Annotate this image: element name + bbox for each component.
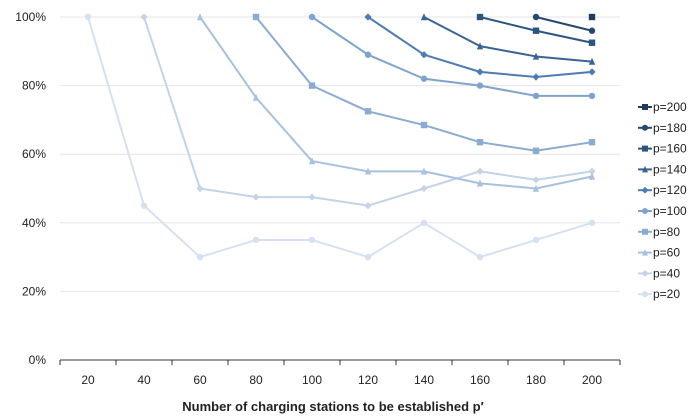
series-line-p-80: [256, 17, 592, 151]
x-tick-label: 60: [193, 373, 207, 387]
legend-item-p-160: p=160: [638, 142, 687, 156]
y-tick-label: 20%: [22, 284, 46, 298]
series-p-100: [309, 14, 595, 99]
legend-label: p=200: [653, 100, 687, 114]
x-axis-title: Number of charging stations to be establ…: [182, 399, 483, 414]
y-tick-label: 40%: [22, 216, 46, 230]
series-line-p-180: [536, 17, 592, 31]
data-point-p-40: [252, 193, 259, 200]
data-point-p-160: [477, 14, 483, 20]
legend-marker: [642, 270, 649, 277]
data-point-p-120: [588, 68, 595, 75]
data-point-p-160: [533, 28, 539, 34]
y-tick-label: 100%: [15, 10, 46, 24]
legend-label: p=80: [653, 225, 680, 239]
legend-label: p=20: [653, 287, 680, 301]
data-point-p-160: [589, 40, 595, 46]
legend-label: p=140: [653, 162, 687, 176]
legend-marker: [642, 104, 648, 110]
data-point-p-20: [309, 237, 315, 243]
legend-item-p-140: p=140: [638, 162, 687, 176]
series-p-80: [253, 14, 595, 154]
series-p-140: [421, 13, 595, 65]
data-point-p-200: [589, 14, 595, 20]
legend-item-p-180: p=180: [638, 121, 687, 135]
legend-item-p-120: p=120: [638, 183, 687, 197]
data-point-p-120: [532, 73, 539, 80]
data-point-p-180: [533, 14, 539, 20]
data-point-p-20: [141, 202, 147, 208]
series-line-p-100: [312, 17, 592, 96]
data-point-p-20: [85, 14, 91, 20]
data-point-p-40: [308, 193, 315, 200]
legend-marker: [642, 125, 648, 131]
y-tick-label: 0%: [29, 353, 47, 367]
data-point-p-180: [589, 28, 595, 34]
legend-item-p-40: p=40: [638, 266, 680, 280]
data-point-p-40: [364, 202, 371, 209]
legend-marker: [642, 187, 649, 194]
data-point-p-80: [533, 148, 539, 154]
legend-item-p-80: p=80: [638, 225, 680, 239]
data-point-p-20: [365, 254, 371, 260]
data-point-p-20: [421, 220, 427, 226]
series-line-p-60: [200, 17, 592, 189]
data-point-p-80: [421, 122, 427, 128]
x-tick-label: 180: [526, 373, 546, 387]
legend-marker: [642, 208, 648, 214]
legend-label: p=120: [653, 183, 687, 197]
legend-label: p=40: [653, 266, 680, 280]
data-point-p-100: [421, 76, 427, 82]
data-point-p-20: [197, 254, 203, 260]
data-point-p-100: [533, 93, 539, 99]
x-tick-label: 20: [81, 373, 95, 387]
legend-marker: [642, 146, 648, 152]
data-point-p-20: [477, 254, 483, 260]
data-point-p-40: [140, 13, 147, 20]
x-tick-label: 200: [582, 373, 602, 387]
legend-label: p=60: [653, 246, 680, 260]
data-point-p-40: [196, 185, 203, 192]
legend-item-p-100: p=100: [638, 204, 687, 218]
data-point-p-40: [476, 168, 483, 175]
legend-marker: [642, 291, 648, 297]
data-point-p-120: [476, 68, 483, 75]
data-point-p-100: [477, 82, 483, 88]
data-point-p-20: [589, 220, 595, 226]
x-tick-label: 160: [470, 373, 490, 387]
x-tick-label: 40: [137, 373, 151, 387]
legend-label: p=160: [653, 142, 687, 156]
data-point-p-40: [532, 176, 539, 183]
data-point-p-80: [589, 139, 595, 145]
data-point-p-100: [365, 52, 371, 58]
legend-marker: [642, 229, 648, 235]
x-tick-label: 140: [414, 373, 434, 387]
x-tick-label: 120: [358, 373, 378, 387]
legend-item-p-200: p=200: [638, 100, 687, 114]
data-point-p-80: [365, 108, 371, 114]
y-tick-label: 60%: [22, 147, 46, 161]
series-p-60: [197, 13, 595, 192]
data-point-p-80: [253, 14, 259, 20]
data-point-p-40: [420, 185, 427, 192]
y-tick-label: 80%: [22, 79, 46, 93]
data-point-p-80: [309, 82, 315, 88]
x-tick-label: 80: [249, 373, 263, 387]
legend-label: p=100: [653, 204, 687, 218]
data-point-p-100: [589, 93, 595, 99]
data-point-p-80: [477, 139, 483, 145]
legend-item-p-20: p=20: [638, 287, 680, 301]
series-p-200: [589, 14, 595, 20]
x-tick-label: 100: [302, 373, 322, 387]
legend: p=200 p=180 p=160 p=140 p=120 p=100 p=80 p=60 p=…: [638, 100, 687, 301]
data-point-p-100: [309, 14, 315, 20]
legend-item-p-60: p=60: [638, 246, 680, 260]
legend-label: p=180: [653, 121, 687, 135]
data-point-p-20: [253, 237, 259, 243]
series-p-20: [85, 14, 595, 261]
data-point-p-20: [533, 237, 539, 243]
